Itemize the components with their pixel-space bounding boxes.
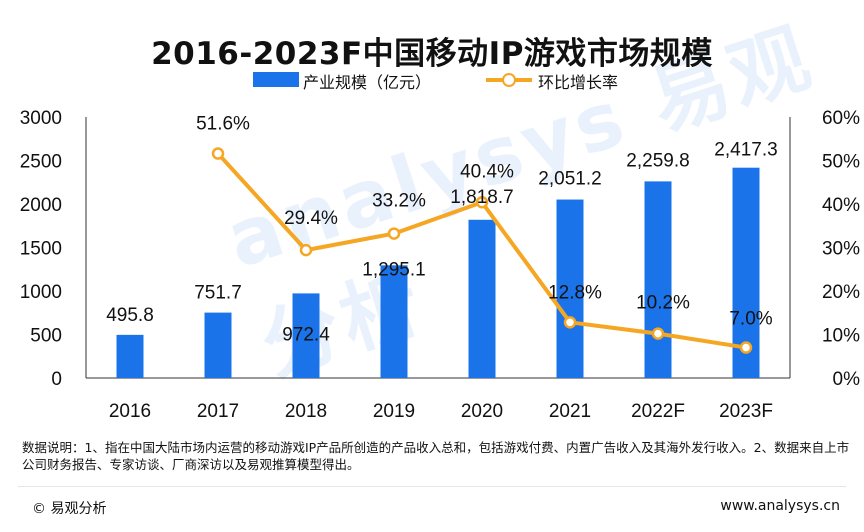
x-tick-label: 2021: [549, 401, 591, 422]
footer-divider: [18, 486, 846, 487]
y-left-tick-label: 2500: [20, 152, 62, 173]
y-right-tick-label: 0%: [833, 369, 861, 390]
bar-value-label: 2,051.2: [538, 169, 601, 190]
y-right-tick-label: 20%: [822, 282, 860, 303]
y-right-tick-label: 60%: [822, 108, 860, 129]
growth-value-label: 33.2%: [372, 191, 426, 212]
y-right-tick-label: 50%: [822, 152, 860, 173]
bar-value-label: 2,417.3: [714, 140, 777, 161]
footer-website[interactable]: www.analysys.cn: [720, 498, 840, 514]
bar: [292, 293, 320, 378]
y-right-tick-label: 40%: [822, 195, 860, 216]
x-tick-label: 2018: [285, 401, 327, 422]
growth-value-label: 10.2%: [636, 293, 690, 314]
bar-value-label: 2,259.8: [626, 150, 689, 171]
x-tick-label: 2023F: [719, 401, 773, 422]
bar-value-label: 495.8: [106, 305, 154, 326]
bar: [116, 334, 144, 378]
bar: [380, 265, 408, 378]
x-tick-label: 2019: [373, 401, 415, 422]
growth-value-label: 51.6%: [196, 114, 250, 135]
growth-value-label: 7.0%: [729, 309, 772, 330]
legend: 产业规模（亿元） 环比增长率: [0, 68, 864, 92]
y-right-tick-label: 10%: [822, 326, 860, 347]
y-left-tick-label: 2000: [20, 195, 62, 216]
bar: [644, 181, 672, 378]
growth-point: [387, 227, 401, 240]
growth-value-label: 12.8%: [548, 282, 602, 303]
x-tick-label: 2020: [461, 401, 503, 422]
bar-value-label: 1,818.7: [450, 187, 513, 208]
growth-value-label: 29.4%: [284, 208, 338, 229]
x-tick-label: 2022F: [631, 401, 685, 422]
growth-point: [651, 327, 665, 340]
bar: [468, 219, 496, 378]
growth-point: [563, 316, 577, 329]
y-left-tick-label: 3000: [20, 108, 62, 129]
data-note: 数据说明：1、指在中国大陆市场内运营的移动游戏IP产品所创造的产品收入总和，包括…: [22, 440, 850, 472]
bar: [556, 199, 584, 378]
growth-point: [211, 147, 225, 160]
growth-point: [299, 243, 313, 257]
x-tick-label: 2017: [197, 401, 239, 422]
y-left-tick-label: 1000: [20, 282, 62, 303]
bar-value-label: 751.7: [194, 283, 242, 304]
bar: [204, 312, 232, 378]
chart: 0 500 1000 1500 2000 2500 3000 0% 10% 20% 30% 40% 50…: [20, 108, 861, 422]
bar-value-label: 972.4: [282, 324, 330, 345]
legend-line-label: 环比增长率: [538, 73, 619, 92]
growth-value-label: 40.4%: [460, 161, 514, 182]
y-left-tick-label: 1500: [20, 239, 62, 260]
legend-bar-label: 产业规模（亿元）: [303, 73, 432, 92]
y-left-tick-label: 0: [51, 369, 62, 390]
bar-value-label: 1,295.1: [362, 259, 425, 280]
chart-title: 2016-2023F中国移动IP游戏市场规模: [151, 36, 713, 72]
y-right-tick-label: 30%: [822, 239, 860, 260]
x-tick-label: 2016: [109, 401, 151, 422]
footer-copyright: © 易观分析: [32, 501, 107, 517]
legend-bar-swatch: [253, 72, 299, 87]
growth-point: [739, 341, 753, 354]
growth-point: [475, 196, 489, 209]
legend-line-marker: [502, 73, 516, 87]
y-left-tick-label: 500: [30, 326, 62, 347]
